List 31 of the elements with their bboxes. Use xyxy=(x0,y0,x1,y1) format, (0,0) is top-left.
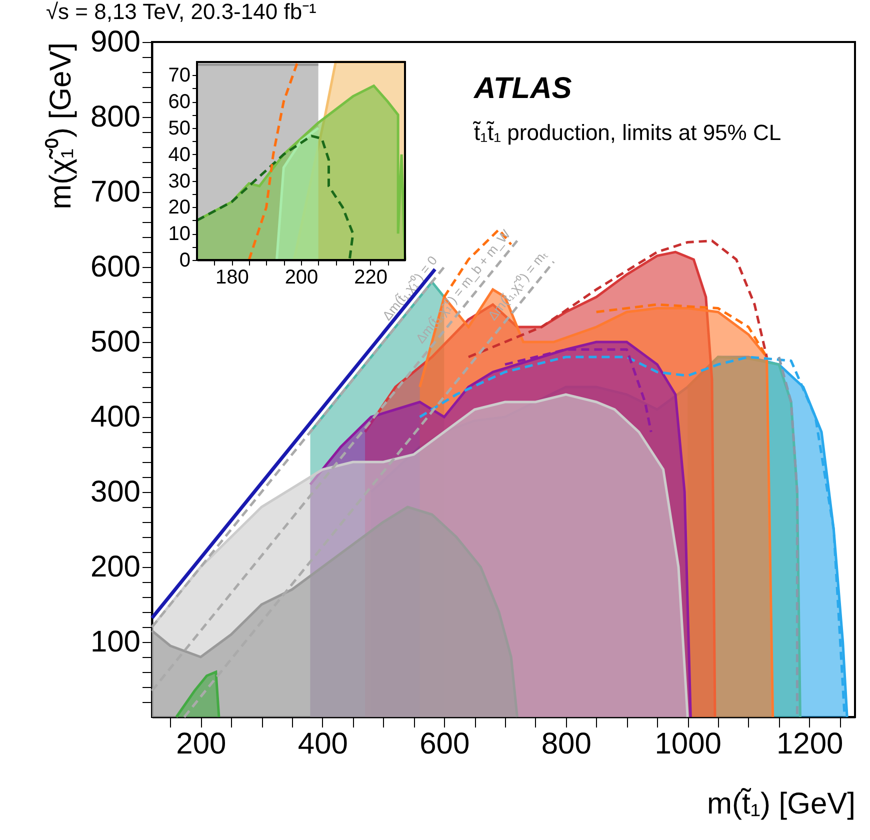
y-tick-label: 0 xyxy=(179,250,190,272)
line-series xyxy=(504,348,652,434)
line-series xyxy=(248,60,299,262)
x-axis-title: m(t̃₁) [GeV] xyxy=(707,787,856,820)
y-tick-label: 700 xyxy=(90,176,140,208)
y-axis-title: m(χ̃₁⁰) [GeV] xyxy=(44,42,78,210)
y-tick-label: 30 xyxy=(168,170,190,192)
y-tick-label: 300 xyxy=(90,476,140,508)
x-tick-label: 1000 xyxy=(654,728,722,760)
x-tick-label: 1200 xyxy=(776,728,844,760)
x-tick-label: 600 xyxy=(420,728,470,760)
y-tick-label: 20 xyxy=(168,196,190,219)
annotation: ATLAS xyxy=(473,72,572,105)
y-tick-label: 50 xyxy=(168,118,190,140)
y-tick-label: 900 xyxy=(90,26,140,58)
y-tick-label: 60 xyxy=(168,91,190,114)
x-tick-label: 400 xyxy=(298,728,348,760)
y-tick-label: 70 xyxy=(168,64,190,87)
x-tick-label: 180 xyxy=(215,266,249,288)
chart-title: √s = 8,13 TeV, 20.3-140 fb⁻¹ xyxy=(46,0,316,24)
x-tick-label: 800 xyxy=(541,728,592,760)
y-tick-label: 100 xyxy=(90,626,140,658)
y-tick-label: 10 xyxy=(168,223,190,246)
y-tick-label: 40 xyxy=(168,144,190,166)
y-tick-label: 200 xyxy=(90,550,140,584)
y-tick-label: 800 xyxy=(90,100,140,134)
y-tick-label: 500 xyxy=(90,326,140,358)
annotation: t̃₁t̃₁ production, limits at 95% CL xyxy=(472,120,782,145)
line-series xyxy=(196,134,354,262)
x-tick-label: 200 xyxy=(284,266,318,288)
y-tick-label: 400 xyxy=(90,400,140,434)
